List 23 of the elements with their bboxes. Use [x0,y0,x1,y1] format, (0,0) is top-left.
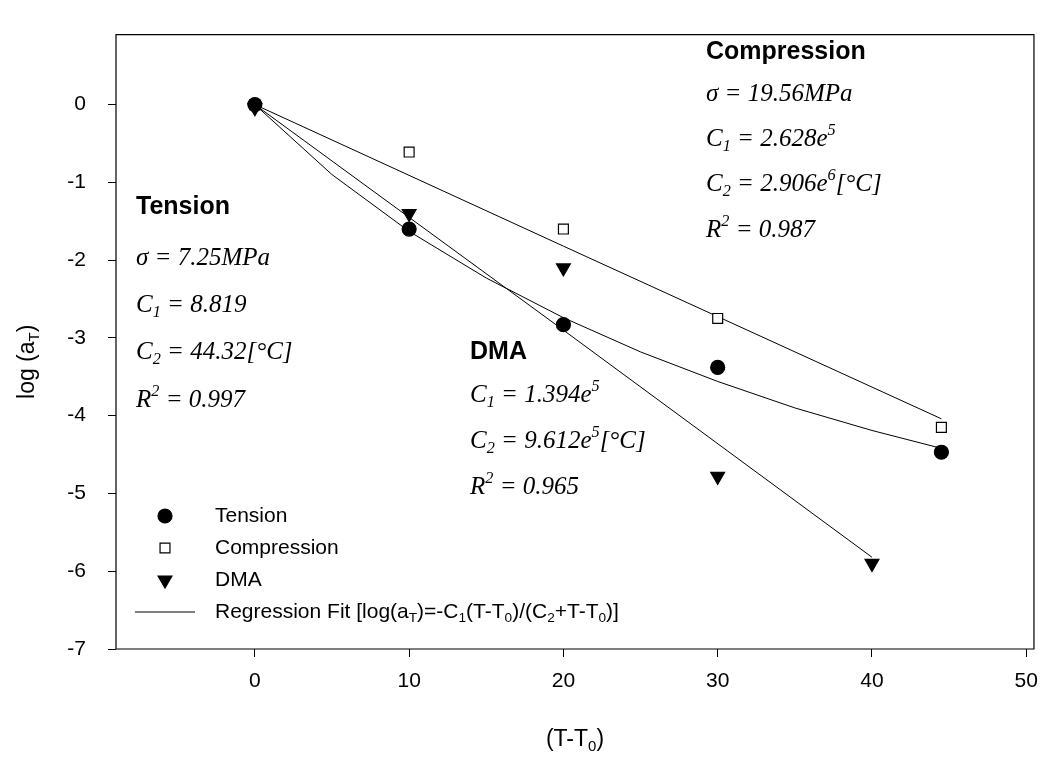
annotation: Compression [706,35,866,64]
y-tick-label: -6 [67,558,86,582]
legend-label: Tension [215,502,288,526]
annotation: σ = 7.25MPa [136,242,271,270]
y-tick-label: -7 [67,635,86,659]
annotation: DMA [470,335,527,364]
y-tick-label: -5 [67,480,86,504]
y-tick-label: -3 [67,324,86,348]
legend-label: DMA [215,566,262,590]
annotation: σ = 19.56MPa [706,78,853,106]
y-tick-label: 0 [74,91,86,115]
x-tick-label: 30 [706,668,730,692]
x-tick-label: 20 [551,668,576,692]
x-tick-label: 50 [1014,668,1038,692]
x-tick-label: 10 [397,668,421,692]
x-tick-label: 0 [249,668,261,692]
legend-label: Compression [215,534,339,558]
y-axis-title: log (aT) [13,324,43,399]
y-tick-label: -4 [67,402,87,426]
annotation: Tension [136,190,230,219]
x-tick-label: 40 [860,668,884,692]
y-tick-label: -2 [67,246,86,270]
y-tick-label: -1 [67,169,86,193]
